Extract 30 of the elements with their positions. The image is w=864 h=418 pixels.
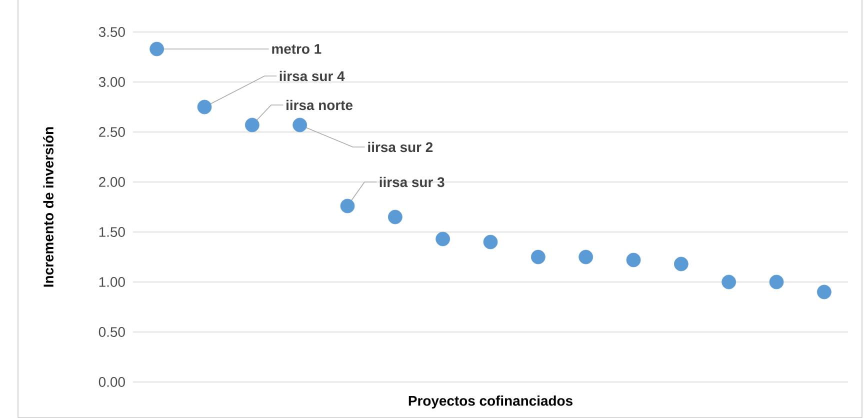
- point: [674, 256, 688, 272]
- point: [292, 118, 308, 132]
- point: [722, 274, 736, 290]
- annotation: metro 1: [272, 44, 322, 54]
- y-tick-label: 0.00: [98, 377, 125, 387]
- point: [578, 250, 594, 264]
- annotation: iirsa norte: [286, 100, 353, 110]
- point: [340, 198, 355, 214]
- y-tick-label: 1.50: [99, 227, 125, 237]
- y-tick-label: 3.50: [98, 27, 125, 37]
- y-axis-title: Incremento de inversión: [43, 127, 54, 287]
- point: [816, 284, 832, 300]
- x-axis-title: Proyectos cofinanciados: [408, 396, 572, 409]
- y-tick-label: 1.00: [99, 277, 125, 287]
- annotation: iirsa sur 2: [368, 142, 433, 152]
- y-tick-label: 3.00: [98, 77, 125, 87]
- annotation: iirsa sur 3: [380, 176, 444, 188]
- point: [626, 252, 641, 268]
- point: [436, 232, 450, 246]
- point: [197, 100, 212, 114]
- point: [483, 234, 498, 250]
- annotation: iirsa sur 4: [280, 70, 345, 82]
- y-tick-label: 2.00: [99, 177, 125, 187]
- point: [530, 250, 546, 264]
- point: [388, 210, 402, 224]
- y-tick-label: 0.50: [98, 327, 125, 337]
- point: [150, 42, 164, 56]
- point: [769, 274, 784, 290]
- point: [244, 118, 260, 132]
- y-tick-label: 2.50: [99, 127, 125, 137]
